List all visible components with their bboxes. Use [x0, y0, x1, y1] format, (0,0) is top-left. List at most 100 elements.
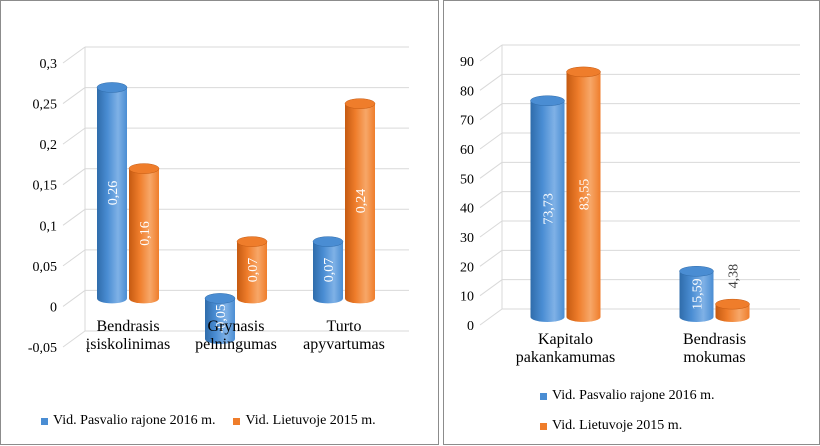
data-label: 0,07 [322, 258, 337, 283]
y-tick-label: 90 [460, 55, 474, 70]
bar-lietuvoje-top [236, 236, 268, 247]
left-chart: -0,05 0 0,05 0,1 0,15 0,2 0,25 0,3 0,26 0,16 Bendr… [28, 46, 409, 356]
y-tick-label: 70 [460, 114, 474, 129]
category-label: apyvartumas [303, 336, 385, 353]
y-tick-label: 0 [467, 319, 474, 334]
legend-label: Vid. Lietuvoje 2015 m. [552, 418, 683, 433]
gridline-depth [479, 279, 503, 297]
category-label: Turto [327, 318, 362, 335]
data-label: 0,26 [106, 181, 121, 206]
bar-pasvalio-top [312, 236, 344, 247]
bar-pasvalio-body [679, 271, 714, 322]
gridline-depth [479, 161, 503, 179]
bar-pasvalio-body [97, 87, 127, 304]
bar-lietuvoje-body [129, 168, 159, 304]
y-tick-label: 0,1 [40, 219, 58, 234]
legend-swatch-blue [41, 417, 48, 425]
gridline-depth [62, 168, 86, 186]
gridline-depth [479, 220, 503, 238]
bar-pasvalio-body [313, 241, 343, 304]
bar-lietuvoje [715, 298, 750, 322]
y-tick-label: -0,05 [28, 341, 57, 356]
gridline-depth [62, 87, 86, 104]
bar-pasvalio-top [679, 266, 714, 277]
bar-pasvalio [204, 293, 236, 344]
y-tick-label: 0,25 [33, 98, 58, 113]
gridline-depth [479, 132, 503, 150]
bar-lietuvoje-top [566, 66, 601, 78]
gridline-depth [479, 44, 503, 62]
bar-lietuvoje [344, 98, 376, 304]
data-label: -0,05 [214, 304, 229, 333]
bar-lietuvoje [566, 66, 601, 322]
category-label: Bendrasis [96, 318, 159, 335]
y-tick-label: 30 [460, 231, 474, 246]
y-tick-label: 80 [460, 84, 474, 99]
legend-item-series-2: Vid. Lietuvoje 2015 m. [233, 413, 376, 429]
gridline-depth [62, 290, 86, 307]
gridline-depth [62, 208, 86, 226]
gridline-depth [62, 330, 86, 348]
gridline-depth [479, 308, 503, 326]
legend-swatch-blue [540, 392, 547, 400]
y-tick-label: 0,15 [33, 179, 58, 194]
y-tick-label: 0,2 [40, 138, 58, 153]
legend-label: Vid. Pasvalio rajone 2016 m. [53, 413, 216, 428]
data-label: 15,59 [691, 278, 706, 310]
bar-pasvalio [530, 95, 565, 322]
bar-lietuvoje [236, 236, 268, 304]
right-chart-panel: 0 10 20 30 40 50 60 70 80 90 73,73 83,55 Kapitalo pak… [443, 0, 820, 445]
bar-lietuvoje-body [345, 103, 375, 304]
bar-lietuvoje-top [715, 298, 750, 310]
bar-pasvalio-top [204, 293, 236, 304]
gridline-depth [62, 127, 86, 145]
bar-lietuvoje-body [237, 241, 267, 304]
data-label: 0,16 [138, 221, 153, 246]
category-label: mokumas [683, 349, 745, 366]
right-legend-item-2: Vid. Lietuvoje 2015 m. [540, 418, 682, 434]
category-label: pelningumas [195, 336, 277, 353]
category-label: Kapitalo [538, 331, 593, 348]
bar-lietuvoje-body [566, 71, 601, 322]
data-label: 0,24 [354, 189, 369, 214]
gridline-depth [479, 191, 503, 209]
gridline-depth [479, 73, 503, 91]
bar-pasvalio-top [530, 95, 565, 106]
legend-label: Vid. Lietuvoje 2015 m. [245, 413, 376, 428]
bar-pasvalio [312, 236, 344, 304]
category-label: pakankamumas [516, 349, 616, 366]
gridline-depth [62, 249, 86, 267]
right-chart: 0 10 20 30 40 50 60 70 80 90 73,73 83,55 Kapitalopak… [460, 44, 800, 366]
right-legend-item-1: Vid. Pasvalio rajone 2016 m. [540, 388, 714, 404]
data-label: 4,38 [727, 264, 742, 289]
bar-pasvalio-top [96, 82, 128, 93]
bar-pasvalio-body [205, 298, 235, 344]
y-tick-label: 0,3 [40, 57, 58, 72]
gridline-depth [479, 103, 503, 121]
category-label: įsiskolinimas [86, 336, 170, 353]
bar-pasvalio [96, 82, 128, 304]
bar-lietuvoje-top [128, 163, 160, 174]
category-label: Bendrasis [683, 331, 746, 348]
category-label: Grynasis [208, 318, 265, 335]
y-tick-label: 60 [460, 143, 474, 158]
y-tick-label: 20 [460, 260, 474, 275]
legend-item-series-1: Vid. Pasvalio rajone 2016 m. [41, 413, 215, 429]
data-label: 73,73 [542, 193, 557, 225]
left-legend: Vid. Pasvalio rajone 2016 m. Vid. Lietuv… [41, 413, 394, 429]
y-tick-label: 50 [460, 172, 474, 187]
left-chart-panel: -0,05 0 0,05 0,1 0,15 0,2 0,25 0,3 0,26 0,16 Bendr… [0, 0, 439, 445]
legend-swatch-orange [540, 422, 547, 430]
data-label: 0,07 [246, 258, 261, 283]
bar-lietuvoje [128, 163, 160, 304]
legend-swatch-orange [233, 417, 241, 425]
bar-pasvalio-body [530, 100, 565, 322]
legend-label: Vid. Pasvalio rajone 2016 m. [552, 388, 715, 403]
bar-pasvalio [679, 266, 714, 322]
gridline-depth [479, 249, 503, 267]
gridline-depth [62, 46, 86, 64]
y-tick-label: 40 [460, 202, 474, 217]
y-tick-label: 0,05 [33, 260, 58, 275]
bar-lietuvoje-top [344, 98, 376, 109]
data-label: 83,55 [578, 179, 593, 211]
